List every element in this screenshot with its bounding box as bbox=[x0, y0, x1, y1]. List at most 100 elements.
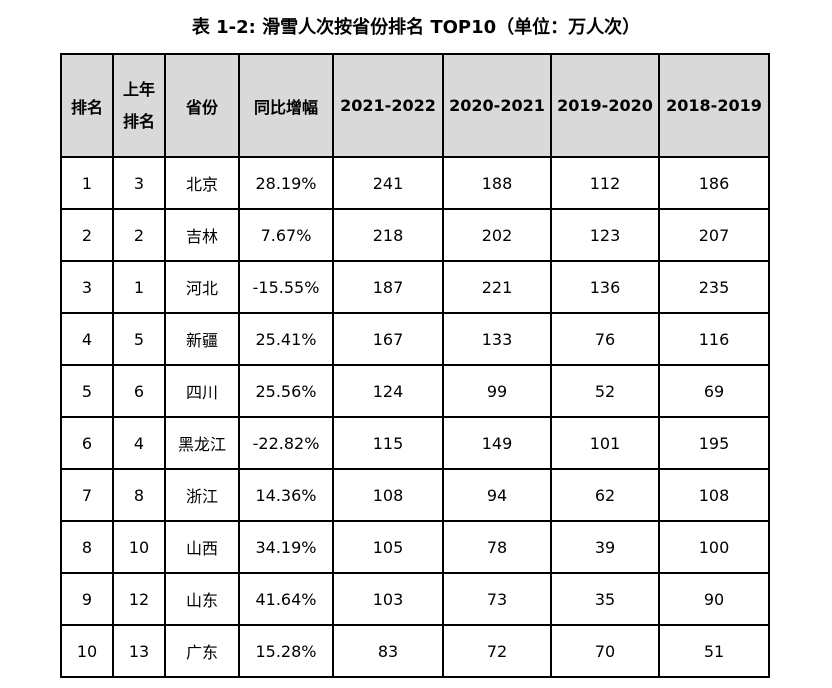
cell-2020-2021: 188 bbox=[442, 156, 552, 210]
cell-2018-2019: 235 bbox=[658, 260, 770, 314]
cell-2020-2021: 78 bbox=[442, 520, 552, 574]
table-row: 8 10 山西 34.19% 105 78 39 100 bbox=[60, 520, 770, 574]
cell-province: 新疆 bbox=[164, 312, 240, 366]
cell-rank: 8 bbox=[60, 520, 114, 574]
cell-2020-2021: 94 bbox=[442, 468, 552, 522]
header-yoy: 同比增幅 bbox=[238, 53, 334, 158]
cell-province: 河北 bbox=[164, 260, 240, 314]
header-prev-rank-line2: 排名 bbox=[122, 111, 155, 131]
table-row: 9 12 山东 41.64% 103 73 35 90 bbox=[60, 572, 770, 626]
header-2021-2022: 2021-2022 bbox=[332, 53, 444, 158]
cell-rank: 3 bbox=[60, 260, 114, 314]
cell-2020-2021: 221 bbox=[442, 260, 552, 314]
cell-prev-rank: 5 bbox=[112, 312, 166, 366]
cell-2018-2019: 186 bbox=[658, 156, 770, 210]
cell-rank: 6 bbox=[60, 416, 114, 470]
cell-prev-rank: 3 bbox=[112, 156, 166, 210]
cell-rank: 10 bbox=[60, 624, 114, 678]
table-row: 2 2 吉林 7.67% 218 202 123 207 bbox=[60, 208, 770, 262]
header-2019-2020: 2019-2020 bbox=[550, 53, 660, 158]
cell-2018-2019: 116 bbox=[658, 312, 770, 366]
cell-2019-2020: 101 bbox=[550, 416, 660, 470]
ranking-table: 排名 上年 排名 省份 同比增幅 2021-2022 2020-2021 201… bbox=[60, 53, 770, 678]
cell-2018-2019: 51 bbox=[658, 624, 770, 678]
cell-rank: 5 bbox=[60, 364, 114, 418]
cell-2020-2021: 133 bbox=[442, 312, 552, 366]
header-prev-rank-line1: 上年 bbox=[122, 79, 155, 99]
cell-2018-2019: 90 bbox=[658, 572, 770, 626]
cell-yoy: 15.28% bbox=[238, 624, 334, 678]
header-province: 省份 bbox=[164, 53, 240, 158]
header-2020-2021: 2020-2021 bbox=[442, 53, 552, 158]
table-body: 1 3 北京 28.19% 241 188 112 186 2 2 吉林 7.67% 218 202 123… bbox=[60, 156, 770, 678]
table-row: 1 3 北京 28.19% 241 188 112 186 bbox=[60, 156, 770, 210]
cell-prev-rank: 1 bbox=[112, 260, 166, 314]
cell-2019-2020: 52 bbox=[550, 364, 660, 418]
cell-province: 广东 bbox=[164, 624, 240, 678]
cell-prev-rank: 12 bbox=[112, 572, 166, 626]
cell-yoy: 7.67% bbox=[238, 208, 334, 262]
cell-province: 北京 bbox=[164, 156, 240, 210]
cell-2021-2022: 108 bbox=[332, 468, 444, 522]
cell-yoy: 28.19% bbox=[238, 156, 334, 210]
header-rank: 排名 bbox=[60, 53, 114, 158]
header-2018-2019: 2018-2019 bbox=[658, 53, 770, 158]
cell-rank: 2 bbox=[60, 208, 114, 262]
cell-2019-2020: 76 bbox=[550, 312, 660, 366]
cell-2019-2020: 136 bbox=[550, 260, 660, 314]
cell-yoy: 34.19% bbox=[238, 520, 334, 574]
header-prev-rank: 上年 排名 bbox=[112, 53, 166, 158]
table-row: 10 13 广东 15.28% 83 72 70 51 bbox=[60, 624, 770, 678]
cell-2018-2019: 195 bbox=[658, 416, 770, 470]
table-row: 5 6 四川 25.56% 124 99 52 69 bbox=[60, 364, 770, 418]
cell-province: 山东 bbox=[164, 572, 240, 626]
cell-2021-2022: 115 bbox=[332, 416, 444, 470]
cell-2020-2021: 149 bbox=[442, 416, 552, 470]
cell-province: 山西 bbox=[164, 520, 240, 574]
cell-2019-2020: 123 bbox=[550, 208, 660, 262]
cell-2021-2022: 83 bbox=[332, 624, 444, 678]
cell-province: 四川 bbox=[164, 364, 240, 418]
cell-rank: 7 bbox=[60, 468, 114, 522]
cell-2019-2020: 35 bbox=[550, 572, 660, 626]
cell-yoy: 14.36% bbox=[238, 468, 334, 522]
cell-2020-2021: 72 bbox=[442, 624, 552, 678]
cell-yoy: 25.41% bbox=[238, 312, 334, 366]
cell-prev-rank: 13 bbox=[112, 624, 166, 678]
cell-2021-2022: 218 bbox=[332, 208, 444, 262]
cell-rank: 9 bbox=[60, 572, 114, 626]
cell-yoy: -15.55% bbox=[238, 260, 334, 314]
cell-2020-2021: 202 bbox=[442, 208, 552, 262]
cell-2020-2021: 99 bbox=[442, 364, 552, 418]
header-row: 排名 上年 排名 省份 同比增幅 2021-2022 2020-2021 201… bbox=[60, 53, 770, 158]
cell-2021-2022: 124 bbox=[332, 364, 444, 418]
cell-2018-2019: 69 bbox=[658, 364, 770, 418]
table-row: 7 8 浙江 14.36% 108 94 62 108 bbox=[60, 468, 770, 522]
cell-yoy: 25.56% bbox=[238, 364, 334, 418]
cell-prev-rank: 2 bbox=[112, 208, 166, 262]
cell-2018-2019: 207 bbox=[658, 208, 770, 262]
cell-province: 黑龙江 bbox=[164, 416, 240, 470]
cell-2018-2019: 108 bbox=[658, 468, 770, 522]
table-row: 3 1 河北 -15.55% 187 221 136 235 bbox=[60, 260, 770, 314]
table-header: 排名 上年 排名 省份 同比增幅 2021-2022 2020-2021 201… bbox=[60, 53, 770, 158]
cell-2019-2020: 112 bbox=[550, 156, 660, 210]
cell-province: 吉林 bbox=[164, 208, 240, 262]
cell-rank: 4 bbox=[60, 312, 114, 366]
cell-prev-rank: 8 bbox=[112, 468, 166, 522]
cell-prev-rank: 4 bbox=[112, 416, 166, 470]
cell-yoy: -22.82% bbox=[238, 416, 334, 470]
cell-2021-2022: 103 bbox=[332, 572, 444, 626]
cell-2018-2019: 100 bbox=[658, 520, 770, 574]
cell-prev-rank: 10 bbox=[112, 520, 166, 574]
table-title: 表 1-2: 滑雪人次按省份排名 TOP10（单位：万人次） bbox=[191, 17, 641, 38]
cell-2021-2022: 167 bbox=[332, 312, 444, 366]
table-row: 4 5 新疆 25.41% 167 133 76 116 bbox=[60, 312, 770, 366]
cell-2019-2020: 62 bbox=[550, 468, 660, 522]
cell-province: 浙江 bbox=[164, 468, 240, 522]
cell-2019-2020: 70 bbox=[550, 624, 660, 678]
cell-2020-2021: 73 bbox=[442, 572, 552, 626]
table-row: 6 4 黑龙江 -22.82% 115 149 101 195 bbox=[60, 416, 770, 470]
cell-2021-2022: 187 bbox=[332, 260, 444, 314]
cell-prev-rank: 6 bbox=[112, 364, 166, 418]
